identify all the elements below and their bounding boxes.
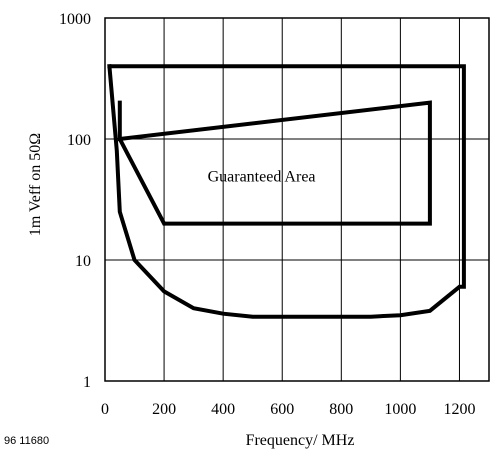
- figure-id-label: 96 11680: [4, 435, 49, 447]
- y-axis-title: 1m Veff on 50Ω: [27, 133, 44, 236]
- x-tick-label: 800: [329, 401, 353, 418]
- annotation-guaranteed-area: Guaranteed Area: [208, 168, 316, 185]
- plot-frame: [104, 17, 490, 382]
- x-tick-labels: 0 200 400 600 800 1000 1200: [101, 401, 475, 418]
- y-tick-label: 10: [75, 253, 91, 270]
- y-tick-label: 1000: [59, 11, 91, 28]
- x-tick-label: 0: [101, 401, 109, 418]
- x-tick-label: 600: [270, 401, 294, 418]
- x-tick-label: 200: [152, 401, 176, 418]
- series-line-0: [107, 64, 466, 319]
- series-line-1: [117, 100, 432, 226]
- x-tick-label: 1200: [443, 401, 475, 418]
- y-tick-label: 1: [83, 374, 91, 391]
- y-tick-label: 100: [67, 132, 91, 149]
- x-tick-label: 400: [211, 401, 235, 418]
- y-tick-labels: 1 10 100 1000: [59, 11, 91, 391]
- x-axis-title: Frequency/ MHz: [246, 432, 355, 449]
- series-group: [107, 64, 466, 319]
- grid: [105, 18, 489, 381]
- x-tick-label: 1000: [384, 401, 416, 418]
